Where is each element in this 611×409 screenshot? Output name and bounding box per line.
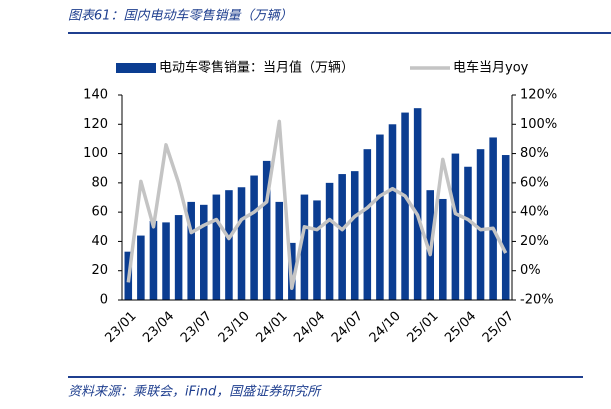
bar [313, 200, 321, 300]
y-tick-label: 0 [100, 293, 108, 308]
x-tick-label: 23/07 [178, 309, 215, 346]
chart-title: 图表61：国内电动车零售销量（万辆） [68, 8, 293, 24]
bar [489, 137, 497, 300]
bar [187, 201, 195, 300]
y-tick-label: 60 [91, 205, 108, 220]
x-tick-label: 25/01 [404, 309, 441, 346]
y-tick-label: 140 [83, 88, 108, 103]
y-tick-label: 20 [91, 263, 108, 278]
x-tick-label: 25/04 [442, 309, 479, 346]
bar [262, 160, 271, 300]
y2-tick-label: 60% [520, 175, 549, 190]
bar [200, 204, 208, 300]
bar [501, 155, 510, 300]
bar [275, 201, 284, 300]
bar [237, 187, 246, 300]
y-tick-label: 80 [91, 175, 108, 190]
bar [363, 149, 372, 300]
bar [137, 235, 145, 300]
bar [464, 166, 472, 300]
bar [225, 190, 233, 300]
legend-label: 电车当月yoy [453, 60, 529, 76]
bar [376, 134, 384, 300]
bar [338, 174, 346, 300]
y-tick-label: 40 [91, 234, 108, 249]
legend-swatch [116, 63, 156, 73]
y-tick-label: 120 [83, 117, 108, 132]
bar [212, 194, 221, 300]
legend-label: 电动车零售销量：当月值（万辆） [159, 60, 354, 76]
y2-tick-label: 100% [520, 117, 557, 132]
line [126, 119, 508, 291]
bar [162, 222, 170, 300]
y2-tick-label: 0% [520, 263, 541, 278]
source: 资料来源：乘联会，iFind，国盛证券研究所 [68, 384, 322, 400]
bar [350, 171, 359, 300]
bar [388, 124, 397, 301]
bar [174, 215, 183, 300]
bar [476, 149, 485, 300]
x-tick-label: 23/01 [102, 309, 139, 346]
y2-tick-label: 120% [520, 88, 557, 103]
x-tick-label: 23/10 [216, 309, 253, 346]
bar [250, 175, 258, 300]
x-tick-label: 24/01 [253, 309, 290, 346]
y2-tick-label: -20% [520, 293, 554, 308]
y2-tick-label: 40% [520, 205, 549, 220]
bar [300, 194, 309, 300]
bar [325, 182, 334, 300]
bar [413, 108, 422, 300]
x-tick-label: 23/04 [140, 309, 177, 346]
x-tick-label: 24/07 [329, 309, 366, 346]
x-tick-label: 25/07 [480, 309, 517, 346]
bar [401, 112, 409, 300]
y2-tick-label: 80% [520, 146, 549, 161]
y-tick-label: 100 [83, 146, 108, 161]
x-tick-label: 24/04 [291, 309, 328, 346]
y2-tick-label: 20% [520, 234, 549, 249]
bar [451, 153, 460, 300]
bar [149, 220, 158, 300]
bar [439, 198, 447, 300]
x-tick-label: 24/10 [367, 309, 404, 346]
